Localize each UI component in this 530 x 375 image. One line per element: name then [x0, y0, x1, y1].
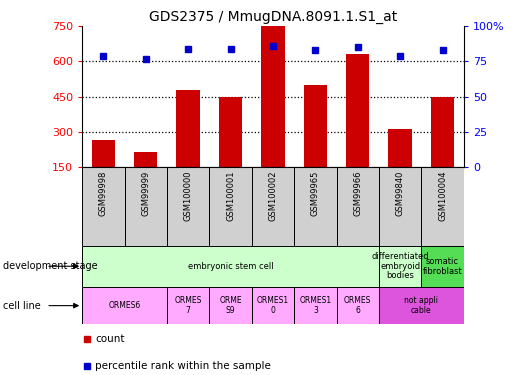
Bar — [176, 90, 200, 167]
Bar — [346, 54, 369, 167]
Bar — [209, 167, 252, 246]
Text: development stage: development stage — [3, 261, 98, 271]
Bar — [294, 287, 337, 324]
Bar — [337, 167, 379, 246]
Text: somatic
fibroblast: somatic fibroblast — [423, 257, 462, 276]
Bar — [252, 287, 294, 324]
Text: GSM99966: GSM99966 — [354, 171, 362, 216]
Bar — [219, 97, 242, 167]
Text: GSM99840: GSM99840 — [396, 171, 404, 216]
Text: ORMES
7: ORMES 7 — [174, 296, 202, 315]
Text: GSM100002: GSM100002 — [269, 171, 277, 221]
Text: ORMES1
0: ORMES1 0 — [257, 296, 289, 315]
Bar — [125, 167, 167, 246]
Text: cell line: cell line — [3, 301, 40, 310]
Bar — [209, 287, 252, 324]
Text: differentiated
embryoid
bodies: differentiated embryoid bodies — [372, 252, 429, 280]
Bar — [261, 26, 285, 167]
Bar — [167, 287, 209, 324]
Text: not appli
cable: not appli cable — [404, 296, 438, 315]
Bar — [304, 85, 327, 167]
Bar — [379, 167, 421, 246]
Bar — [337, 287, 379, 324]
Text: GSM100000: GSM100000 — [184, 171, 192, 221]
Title: GDS2375 / MmugDNA.8091.1.S1_at: GDS2375 / MmugDNA.8091.1.S1_at — [149, 10, 397, 24]
Text: GSM99998: GSM99998 — [99, 171, 108, 216]
Bar — [421, 246, 464, 287]
Text: count: count — [95, 333, 125, 344]
Text: ORME
S9: ORME S9 — [219, 296, 242, 315]
Bar — [82, 167, 125, 246]
Bar — [379, 246, 421, 287]
Bar — [421, 167, 464, 246]
Text: embryonic stem cell: embryonic stem cell — [188, 262, 273, 271]
Text: GSM99999: GSM99999 — [142, 171, 150, 216]
Bar — [92, 140, 115, 167]
Bar — [294, 167, 337, 246]
Text: GSM99965: GSM99965 — [311, 171, 320, 216]
Bar — [252, 167, 294, 246]
Text: ORMES6: ORMES6 — [109, 301, 140, 310]
Bar — [167, 167, 209, 246]
Bar — [379, 287, 464, 324]
Text: GSM100001: GSM100001 — [226, 171, 235, 221]
Bar — [82, 246, 379, 287]
Text: GSM100004: GSM100004 — [438, 171, 447, 221]
Text: percentile rank within the sample: percentile rank within the sample — [95, 361, 271, 371]
Bar — [388, 129, 412, 167]
Bar — [431, 97, 454, 167]
Text: ORMES
6: ORMES 6 — [344, 296, 372, 315]
Bar — [82, 287, 167, 324]
Bar — [134, 152, 157, 167]
Text: ORMES1
3: ORMES1 3 — [299, 296, 331, 315]
